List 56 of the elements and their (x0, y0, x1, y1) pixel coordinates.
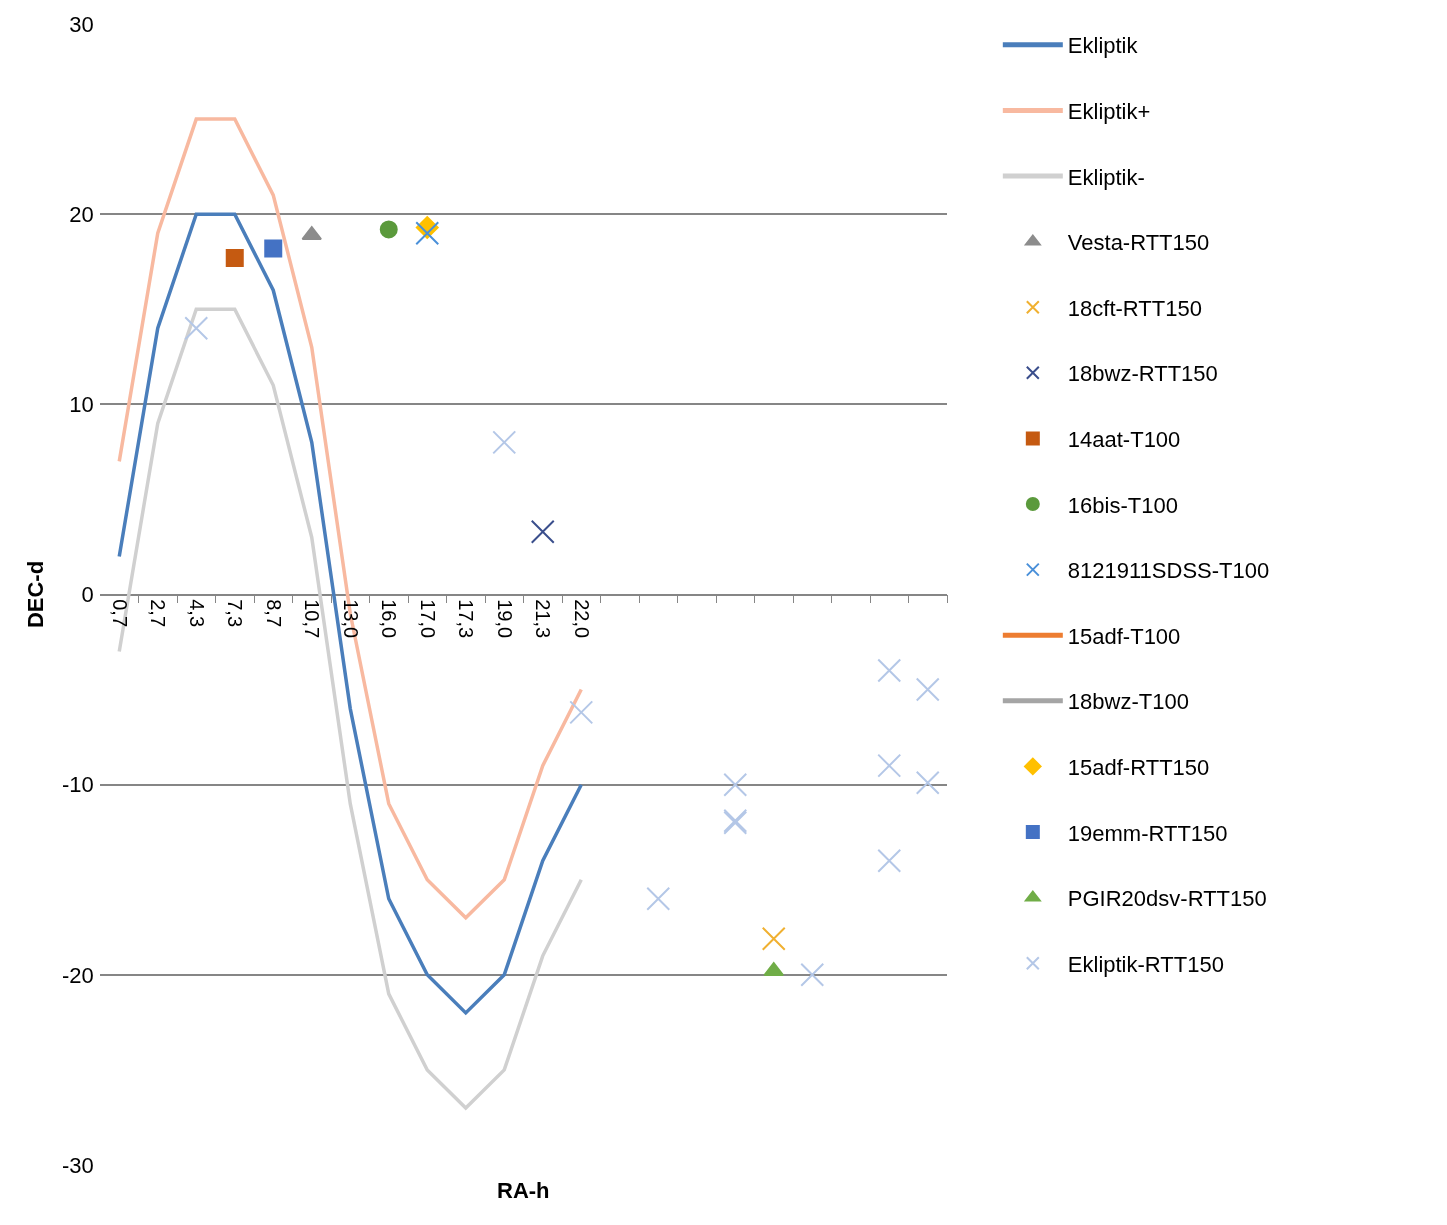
point (379, 220, 398, 239)
x-tick-label: 8,7 (262, 599, 285, 628)
x-tick-label: 19,0 (493, 599, 516, 639)
x-tick-label: 13,0 (339, 599, 362, 639)
x-tick-label: 2,7 (147, 599, 170, 628)
x-axis-title: RA-h (497, 1178, 550, 1203)
x-tick-label: 16,0 (378, 599, 401, 639)
y-tick-label: 0 (81, 582, 94, 608)
y-tick-label: -20 (62, 962, 94, 988)
legend-label: 15adf-RTT150 (1067, 754, 1210, 780)
point (915, 770, 940, 795)
legend-label: 19emm-RTT150 (1067, 820, 1228, 846)
x-tick-label: 4,3 (185, 599, 208, 628)
point (723, 772, 748, 797)
legend-label: Ekliptik-RTT150 (1067, 951, 1224, 977)
legend-label: 18bwz-RTT150 (1067, 361, 1218, 387)
point (877, 753, 902, 778)
point (915, 677, 940, 702)
point (225, 248, 244, 267)
legend-label: PGIR20dsv-RTT150 (1067, 886, 1267, 912)
point (415, 221, 440, 246)
point (264, 239, 283, 258)
point (646, 886, 671, 911)
point (800, 962, 825, 987)
y-tick-label: -10 (62, 772, 94, 798)
point (530, 519, 555, 544)
legend-label: 15adf-T100 (1067, 623, 1181, 649)
y-tick-label: 20 (69, 201, 94, 227)
x-tick-label: 17,0 (416, 599, 439, 639)
x-tick-label: 22,0 (570, 599, 593, 639)
legend-label: 18bwz-T100 (1067, 689, 1189, 715)
legend-label: 18cft-RTT150 (1067, 295, 1202, 321)
legend-label: Ekliptik- (1067, 164, 1145, 190)
point (569, 700, 594, 725)
legend-label: Vesta-RTT150 (1067, 230, 1210, 256)
x-tick-label: 7,3 (224, 599, 247, 628)
legend-label: 16bis-T100 (1067, 492, 1178, 518)
point (184, 316, 209, 341)
point (301, 226, 322, 241)
point (492, 430, 517, 455)
y-tick-label: -30 (62, 1152, 94, 1178)
y-axis-title: DEC-d (23, 560, 49, 629)
x-tick-label: 21,3 (532, 599, 555, 639)
point (877, 658, 902, 683)
point (763, 962, 784, 977)
legend-label: 8121911SDSS-T100 (1067, 558, 1270, 584)
legend-label: 14aat-T100 (1067, 426, 1181, 452)
y-tick-label: 30 (69, 11, 94, 37)
x-tick-label: 17,3 (455, 599, 478, 639)
point (877, 848, 902, 873)
y-tick-label: 10 (69, 392, 94, 418)
point (761, 926, 786, 951)
legend-label: Ekliptik+ (1067, 98, 1151, 124)
legend-label: Ekliptik (1067, 33, 1139, 59)
x-tick-label: 0,7 (108, 599, 131, 628)
x-tick-label: 10,7 (301, 599, 324, 639)
